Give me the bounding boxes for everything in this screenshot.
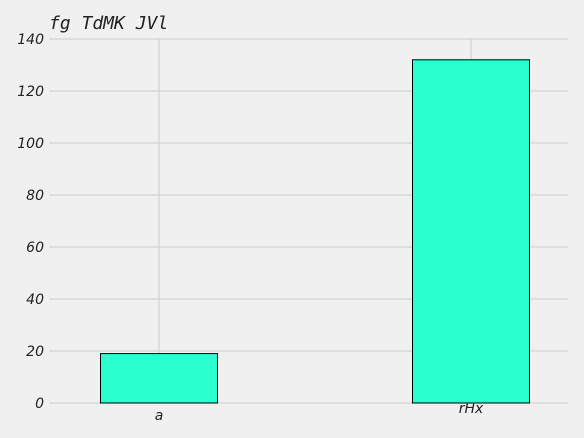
y-tick-label: 140	[17, 32, 44, 48]
x-tick-label: rHx	[459, 401, 484, 417]
y-tick-label: 0	[35, 396, 44, 412]
bar	[100, 353, 218, 404]
chart-title: fg TdMK JVl	[49, 13, 168, 34]
bars	[100, 59, 530, 404]
y-tick-label: 20	[26, 344, 44, 360]
y-tick-label: 100	[17, 136, 44, 152]
y-tick-label: 60	[26, 240, 44, 256]
y-axis-tick-labels: 0 20 40 60 80 100 120 140	[17, 32, 44, 412]
y-tick-label: 40	[26, 292, 44, 308]
y-tick-label: 120	[17, 84, 44, 100]
y-tick-label: 80	[26, 188, 44, 204]
x-axis-tick-labels: a rHx	[155, 401, 484, 424]
bar	[412, 59, 530, 404]
x-tick-label: a	[155, 408, 164, 424]
